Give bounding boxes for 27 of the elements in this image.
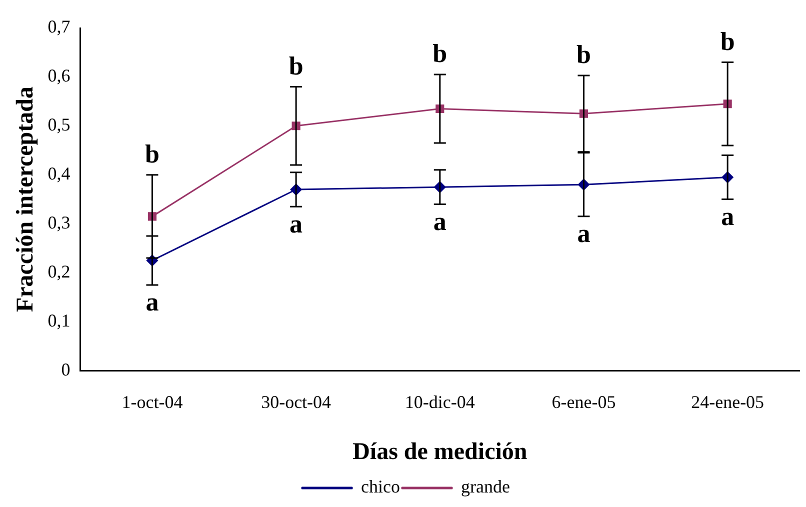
annotation: a [577,219,590,248]
annotation: a [146,288,159,317]
y-tick-label: 0,7 [48,16,70,37]
x-tick-label: 30-oct-04 [261,392,332,412]
annotation: b [288,51,304,80]
x-tick-label: 1-oct-04 [122,392,183,412]
annotation: b [720,26,735,56]
y-tick-label: 0,5 [48,114,70,135]
y-tick-label: 0,4 [48,164,70,184]
x-axis-title: Días de medición [352,438,528,465]
annotation: b [144,140,160,169]
y-tick-label: 0,6 [48,66,70,86]
annotation: a [721,202,734,232]
y-tick-label: 0,2 [48,261,70,282]
x-tick-label: 24-ene-05 [691,392,764,412]
annotation: b [432,39,448,68]
annotation: a [290,209,303,238]
x-tick-label: 10-dic-04 [404,392,475,412]
annotation: b [576,40,591,70]
legend-label: grande [461,476,510,497]
y-tick-label: 0,1 [48,310,70,330]
legend-label: chico [361,476,400,497]
y-tick-label: 0 [61,359,70,380]
x-tick-label: 6-ene-05 [552,392,616,412]
annotation: a [433,206,446,236]
y-axis-title: Fracción interceptada [12,86,39,312]
y-tick-label: 0,3 [48,212,70,233]
